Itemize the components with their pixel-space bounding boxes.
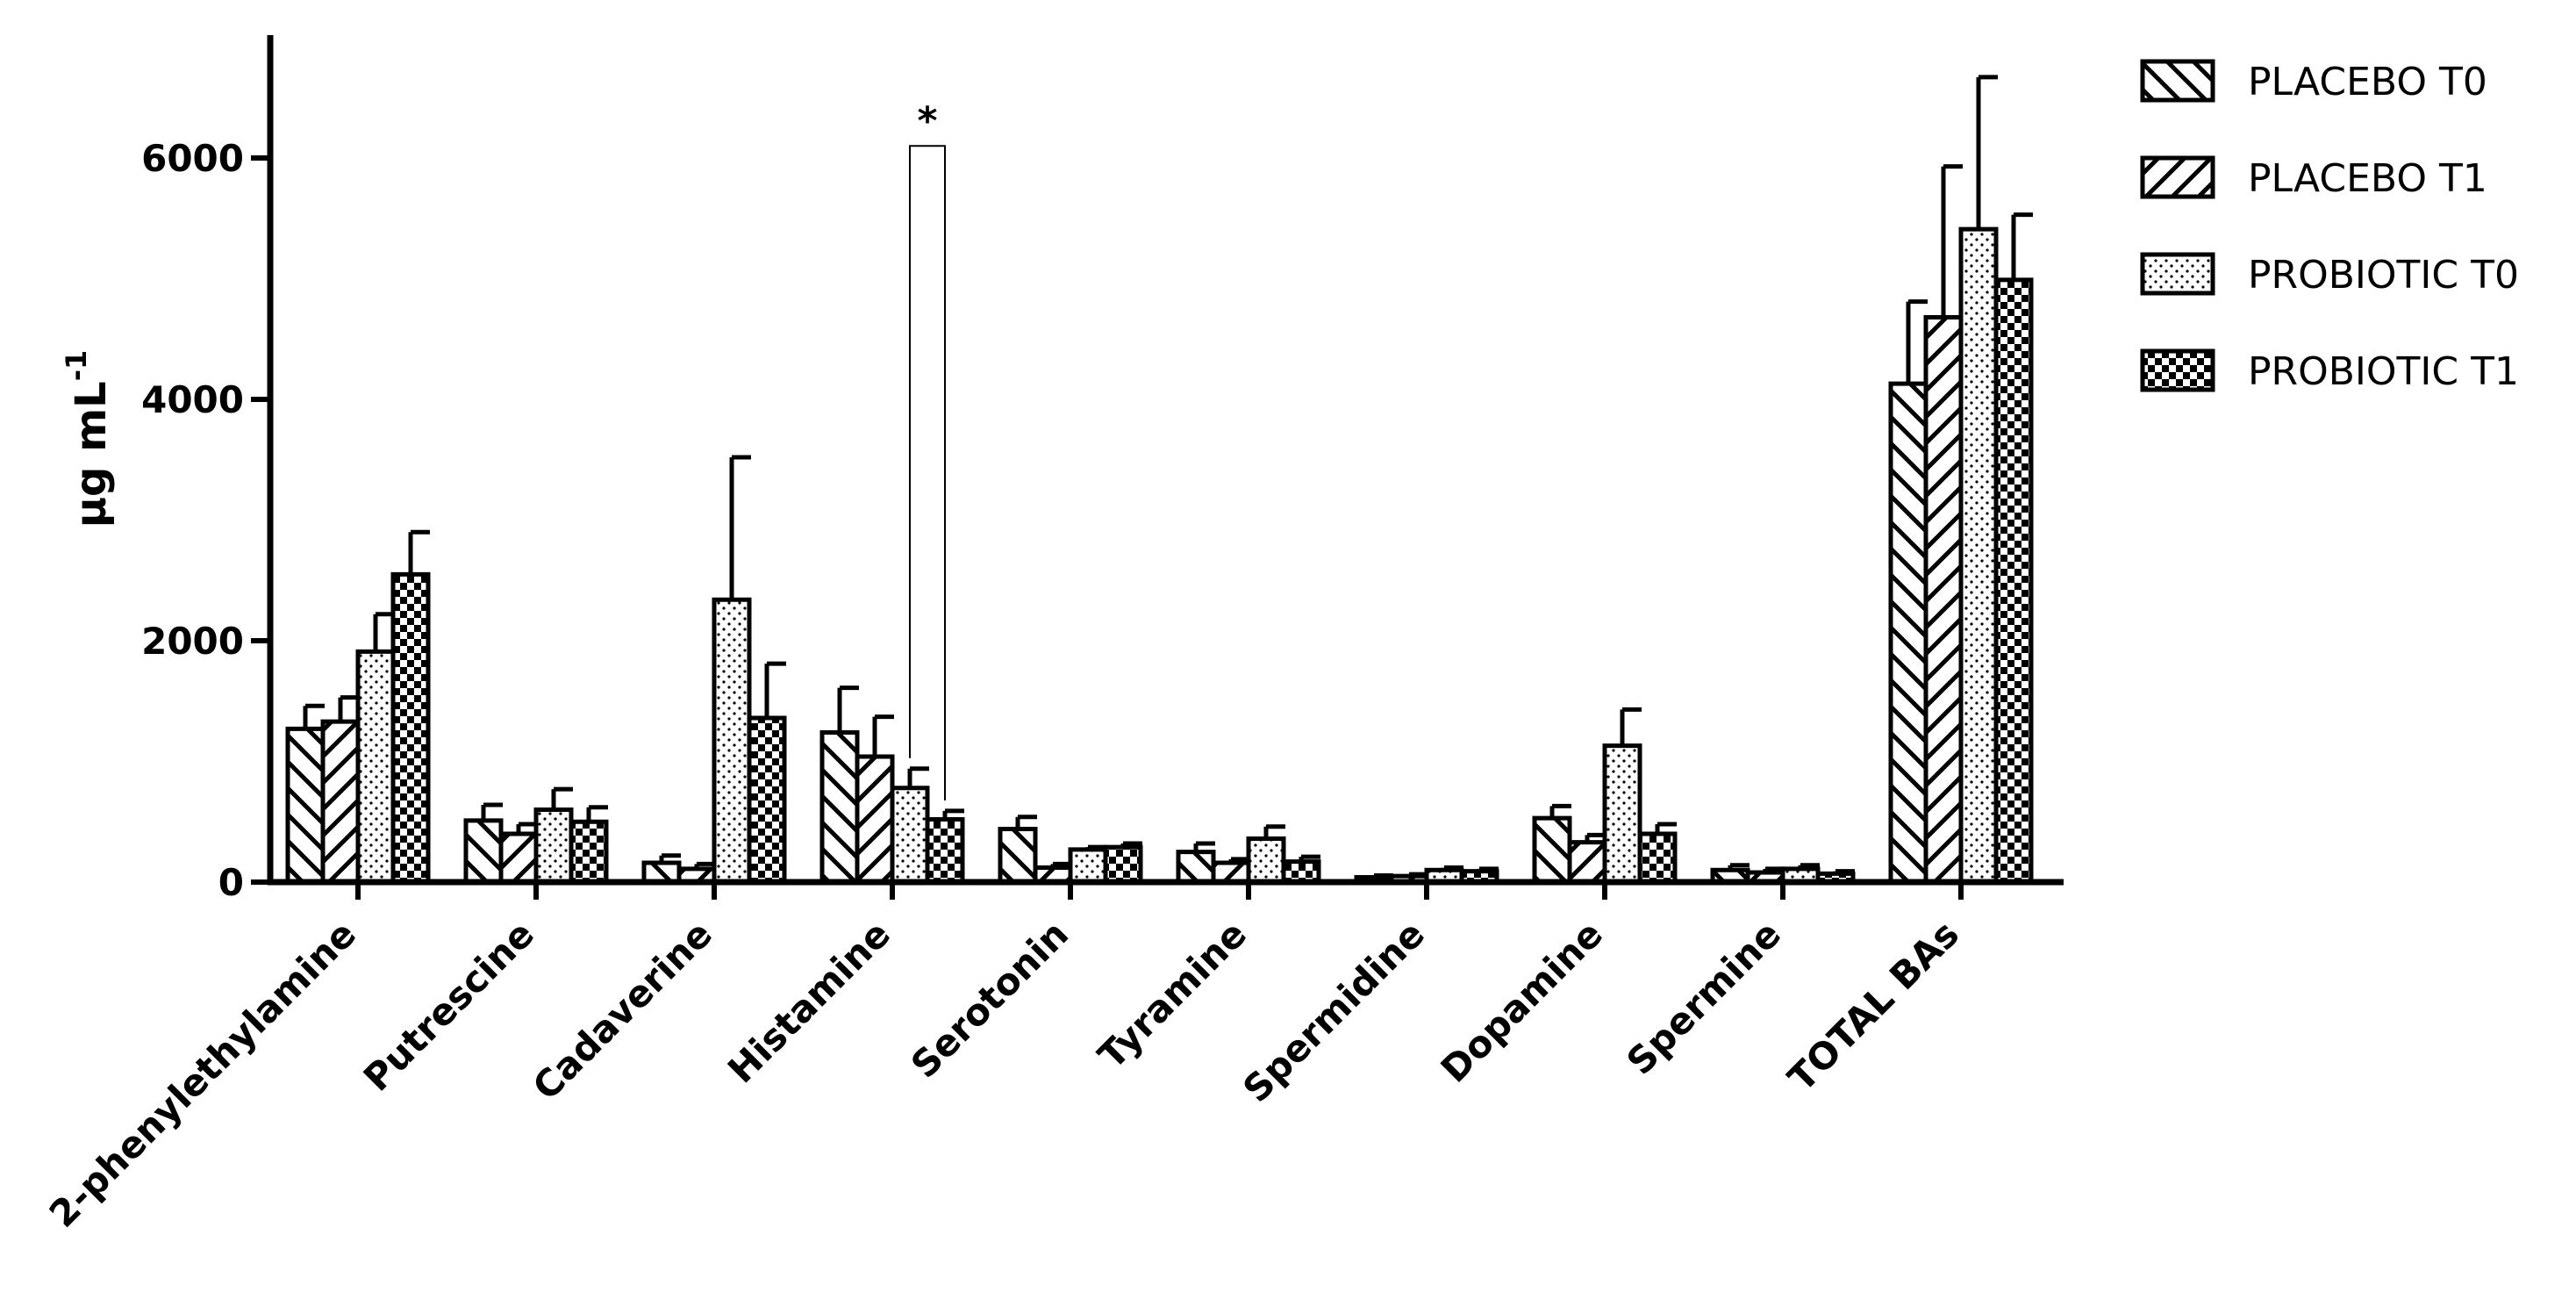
bar (925, 817, 965, 885)
bar (1567, 840, 1607, 885)
y-tick-label: 0 (218, 861, 244, 904)
x-category-label: Histamine (719, 912, 898, 1091)
bar (1176, 850, 1216, 885)
x-category-label: Dopamine (1433, 912, 1611, 1090)
bar (1958, 226, 1999, 885)
bar (1246, 836, 1286, 885)
x-category-label: 2-phenylethylamine (41, 912, 364, 1235)
y-axis-label-text: μg mL (67, 381, 116, 528)
x-category-label: Spermidine (1234, 912, 1433, 1110)
bar (285, 726, 326, 885)
bar (1532, 815, 1572, 885)
legend-label: PLACEBO T1 (2248, 156, 2487, 201)
legend-swatch (2140, 59, 2215, 103)
bar (1637, 831, 1678, 885)
bar (1888, 381, 1928, 885)
significance-bracket (909, 145, 946, 800)
legend-label: PROBIOTIC T0 (2248, 253, 2519, 298)
y-tick-label: 4000 (141, 378, 244, 421)
y-tick-label: 2000 (141, 620, 244, 663)
y-axis-label: μg mL-1 (60, 350, 116, 528)
bar (1103, 844, 1143, 885)
bar (355, 649, 396, 885)
legend: PLACEBO T0 PLACEBO T1 PROBIOTIC T0 PROBIOTI… (2140, 59, 2519, 394)
x-category-label: TOTAL BAs (1779, 912, 1967, 1100)
x-category-label: Spermine (1619, 912, 1789, 1082)
bar (390, 571, 431, 885)
legend-label: PLACEBO T0 (2248, 60, 2487, 104)
plot-area: * (285, 75, 2034, 885)
bar (569, 819, 609, 885)
bar (320, 719, 361, 885)
bar (533, 808, 574, 885)
bar (1602, 743, 1642, 885)
axes: 0 2000 4000 6000 2-phenylethylaminePutrescin… (41, 35, 2064, 1236)
bar (498, 831, 539, 885)
x-category-label: Serotonin (903, 912, 1077, 1086)
y-axis-label-superscript: -1 (60, 350, 93, 382)
bar (890, 786, 930, 885)
bar (819, 730, 860, 885)
x-category-label: Cadaverine (525, 912, 720, 1108)
bar (1068, 847, 1108, 885)
significance-marker: * (917, 98, 937, 143)
bar (1993, 277, 2034, 885)
bar (855, 754, 895, 885)
bar (747, 715, 787, 885)
bar (1281, 859, 1321, 885)
bar (463, 818, 504, 885)
x-category-label: Tyramine (1090, 912, 1255, 1077)
legend-label: PROBIOTIC T1 (2248, 349, 2519, 394)
legend-swatch (2140, 348, 2215, 392)
bar (712, 597, 752, 885)
bar (998, 827, 1038, 885)
y-tick-label: 6000 (141, 137, 244, 180)
legend-swatch (2140, 252, 2215, 296)
legend-swatch (2140, 155, 2215, 199)
x-category-label: Putrescine (355, 912, 542, 1099)
bar (1923, 315, 1964, 885)
